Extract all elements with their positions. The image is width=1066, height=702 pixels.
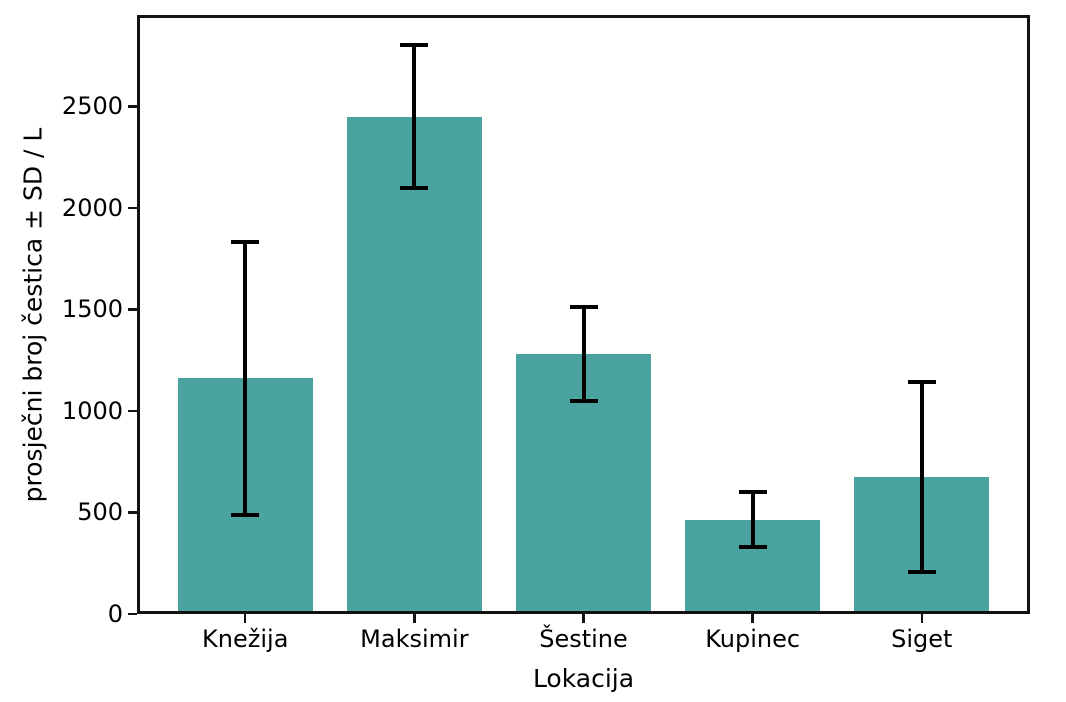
- y-tick-label: 2500: [61, 92, 123, 121]
- y-tick-label: 1000: [61, 396, 123, 425]
- x-tick-label: Šestine: [539, 625, 628, 653]
- error-bar-line: [919, 381, 924, 573]
- y-tick-label: 1500: [61, 295, 123, 324]
- x-axis-label: Lokacija: [532, 664, 635, 693]
- error-bar-cap-top: [231, 240, 260, 245]
- x-tick: [751, 614, 754, 623]
- y-tick-label: 0: [107, 600, 123, 628]
- x-tick-label: Kupinec: [705, 625, 801, 653]
- x-tick-label: Maksimir: [360, 625, 469, 653]
- error-bar-cap-bottom: [231, 512, 260, 517]
- error-bar-cap-top: [907, 379, 936, 384]
- y-tick-label: 2000: [61, 193, 123, 222]
- y-tick: [128, 511, 137, 514]
- error-bar-cap-top: [400, 43, 429, 48]
- y-tick: [128, 206, 137, 210]
- error-bar-line: [750, 492, 755, 547]
- error-bar-line: [581, 307, 586, 401]
- x-tick: [413, 614, 416, 623]
- y-tick: [128, 612, 137, 616]
- x-tick: [920, 614, 923, 623]
- error-bar-line: [412, 45, 417, 188]
- error-bar-cap-bottom: [738, 544, 767, 549]
- y-tick: [128, 105, 137, 108]
- error-bar-cap-bottom: [400, 185, 429, 190]
- error-bar-cap-bottom: [569, 398, 598, 403]
- error-bar-cap-top: [569, 305, 598, 310]
- x-tick: [582, 614, 585, 623]
- error-bar-line: [243, 242, 248, 515]
- x-tick-label: Siget: [891, 625, 953, 653]
- y-tick: [128, 308, 137, 311]
- y-tick: [128, 409, 137, 413]
- x-tick: [243, 614, 247, 623]
- y-tick-label: 500: [77, 498, 123, 527]
- bar: [346, 116, 483, 614]
- error-bar-cap-top: [738, 490, 767, 495]
- error-bar-cap-bottom: [907, 570, 936, 575]
- x-tick-label: Knežija: [202, 625, 289, 653]
